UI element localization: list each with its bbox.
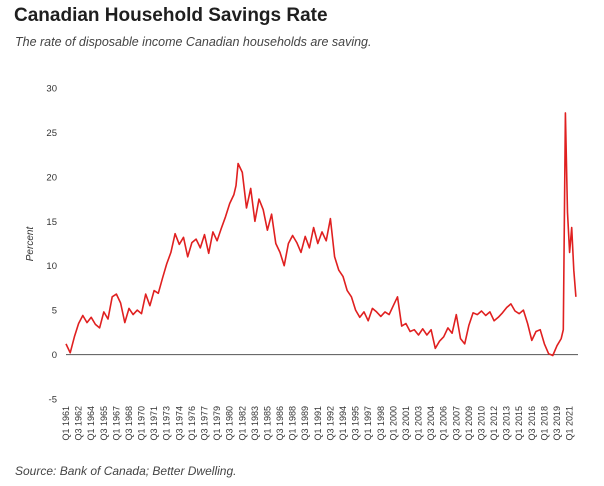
y-tick-label: -5 — [49, 395, 57, 406]
x-tick-label: Q3 1962 — [74, 406, 84, 441]
y-tick-label: 5 — [52, 306, 57, 317]
x-tick-label: Q1 1961 — [61, 406, 71, 441]
x-tick-label: Q3 2016 — [527, 406, 537, 441]
x-tick-label: Q1 1976 — [187, 406, 197, 441]
y-tick-label: 25 — [46, 128, 57, 139]
x-tick-label: Q1 1970 — [137, 406, 147, 441]
x-tick-label: Q3 1971 — [149, 406, 159, 441]
plot-area — [65, 112, 578, 357]
savings-rate-line — [65, 112, 577, 357]
x-tick-label: Q3 1998 — [376, 406, 386, 441]
y-axis-label: Percent — [25, 226, 36, 262]
x-tick-label: Q1 2009 — [464, 406, 474, 441]
x-tick-label: Q1 2021 — [565, 406, 575, 441]
x-tick-label: Q1 1964 — [86, 406, 96, 441]
x-tick-label: Q1 2015 — [514, 406, 524, 441]
x-tick-label: Q3 1974 — [174, 406, 184, 441]
chart-subtitle: The rate of disposable income Canadian h… — [15, 35, 372, 49]
x-tick-label: Q3 2007 — [451, 406, 461, 441]
x-axis: Q1 1961 Q3 1962 Q1 1964 Q3 1965 Q1 1967 Q3 19… — [61, 406, 575, 441]
x-tick-label: Q3 1968 — [124, 406, 134, 441]
y-tick-label: 30 — [46, 84, 57, 95]
x-tick-label: Q3 1977 — [199, 406, 209, 441]
x-tick-label: Q3 1980 — [225, 406, 235, 441]
x-tick-label: Q3 2004 — [426, 406, 436, 441]
x-tick-label: Q1 2000 — [388, 406, 398, 441]
x-tick-label: Q1 1994 — [338, 406, 348, 441]
y-tick-label: 10 — [46, 261, 57, 272]
x-tick-label: Q3 1983 — [250, 406, 260, 441]
y-tick-label: 0 — [52, 350, 57, 361]
x-tick-label: Q1 1967 — [111, 406, 121, 441]
x-tick-label: Q1 1979 — [212, 406, 222, 441]
x-tick-label: Q3 1986 — [275, 406, 285, 441]
x-tick-label: Q3 2001 — [401, 406, 411, 441]
x-tick-label: Q3 2013 — [502, 406, 512, 441]
x-tick-label: Q1 2018 — [539, 406, 549, 441]
x-tick-label: Q1 2006 — [439, 406, 449, 441]
x-tick-label: Q1 1982 — [237, 406, 247, 441]
y-axis: -5 0 5 10 15 20 25 30 Percent — [25, 84, 57, 406]
x-tick-label: Q1 1985 — [262, 406, 272, 441]
chart-title: Canadian Household Savings Rate — [14, 5, 328, 26]
x-tick-label: Q3 1995 — [351, 406, 361, 441]
x-tick-label: Q1 1973 — [162, 406, 172, 441]
x-tick-label: Q3 2019 — [552, 406, 562, 441]
x-tick-label: Q1 1988 — [288, 406, 298, 441]
x-tick-label: Q1 1997 — [363, 406, 373, 441]
x-tick-label: Q3 1965 — [99, 406, 109, 441]
y-tick-label: 20 — [46, 172, 57, 183]
x-tick-label: Q3 1989 — [300, 406, 310, 441]
y-tick-label: 15 — [46, 217, 57, 228]
x-tick-label: Q3 2010 — [476, 406, 486, 441]
x-tick-label: Q1 2003 — [414, 406, 424, 441]
x-tick-label: Q1 1991 — [313, 406, 323, 441]
source-note: Source: Bank of Canada; Better Dwelling. — [15, 464, 237, 478]
x-tick-label: Q3 1992 — [325, 406, 335, 441]
x-tick-label: Q1 2012 — [489, 406, 499, 441]
